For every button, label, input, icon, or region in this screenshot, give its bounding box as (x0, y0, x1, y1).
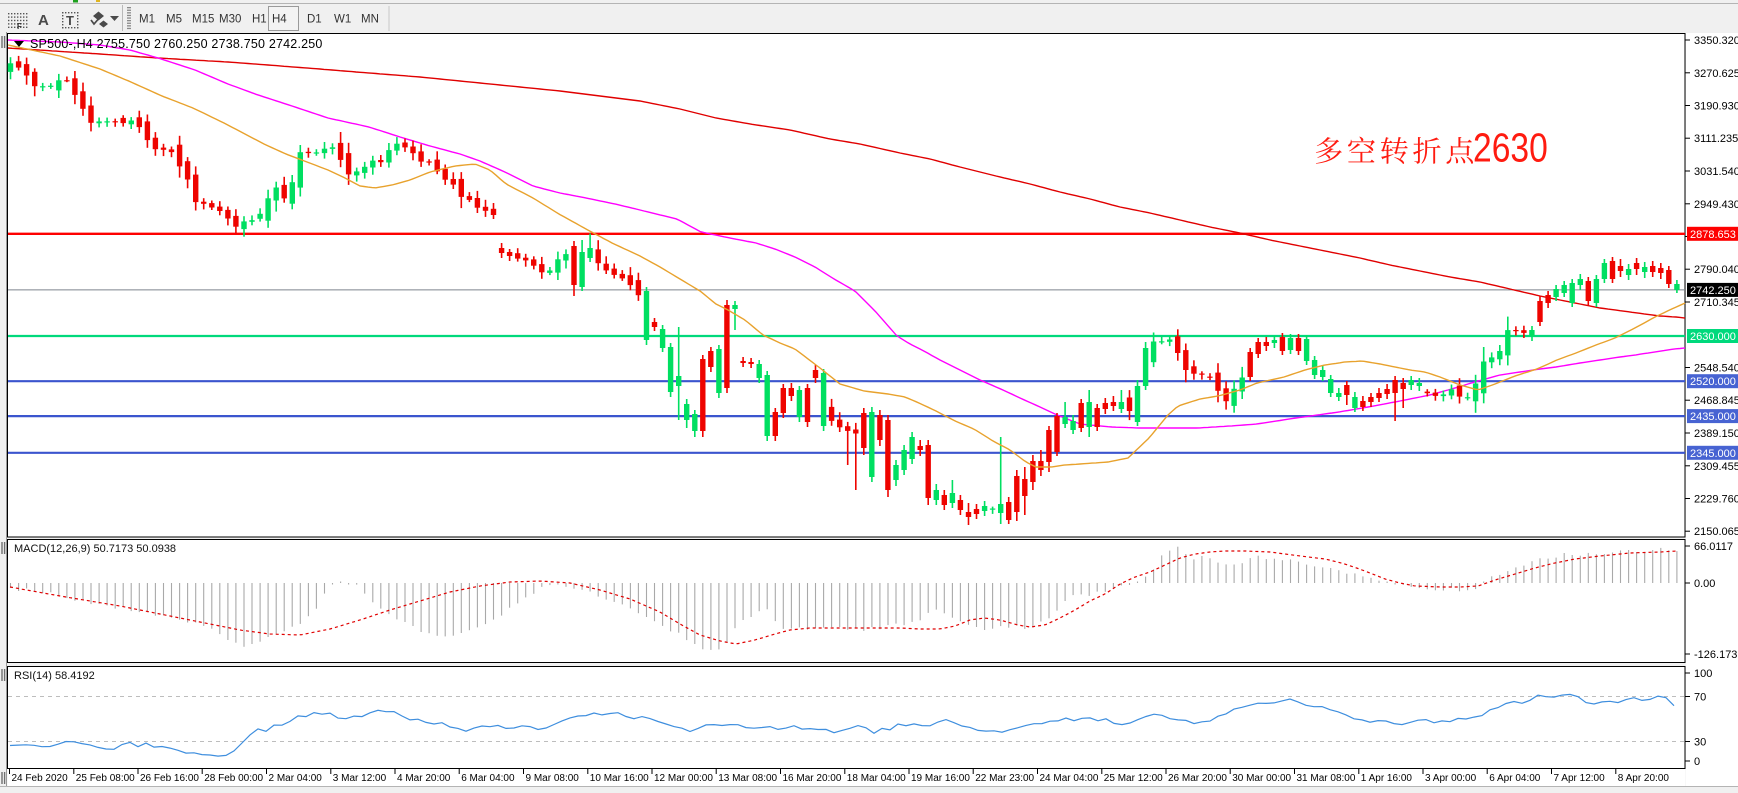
svg-text:2520.000: 2520.000 (1690, 376, 1736, 388)
svg-text:2548.540: 2548.540 (1694, 363, 1738, 375)
svg-text:8 Apr 20:00: 8 Apr 20:00 (1618, 773, 1670, 784)
svg-text:28 Feb 00:00: 28 Feb 00:00 (204, 773, 263, 784)
svg-text:26 Mar 20:00: 26 Mar 20:00 (1168, 773, 1227, 784)
svg-text:M1: M1 (139, 14, 155, 26)
svg-text:12 Mar 00:00: 12 Mar 00:00 (654, 773, 713, 784)
svg-text:H4: H4 (272, 14, 287, 26)
svg-text:6 Apr 04:00: 6 Apr 04:00 (1489, 773, 1541, 784)
svg-text:31 Mar 08:00: 31 Mar 08:00 (1297, 773, 1356, 784)
svg-text:24 Mar 04:00: 24 Mar 04:00 (1040, 773, 1099, 784)
svg-text:3270.625: 3270.625 (1694, 68, 1738, 80)
svg-text:-126.173: -126.173 (1694, 649, 1737, 661)
svg-text:2309.455: 2309.455 (1694, 461, 1738, 473)
svg-text:30: 30 (1694, 737, 1706, 749)
svg-text:2345.000: 2345.000 (1690, 448, 1736, 460)
svg-text:9 Mar 08:00: 9 Mar 08:00 (526, 773, 580, 784)
svg-text:2150.065: 2150.065 (1694, 526, 1738, 538)
svg-text:3111.235: 3111.235 (1694, 133, 1738, 145)
svg-text:D1: D1 (307, 14, 322, 26)
svg-text:25 Feb 08:00: 25 Feb 08:00 (76, 773, 135, 784)
svg-text:22 Mar 23:00: 22 Mar 23:00 (975, 773, 1034, 784)
svg-text:70: 70 (1694, 692, 1706, 704)
svg-text:M5: M5 (166, 14, 182, 26)
svg-text:A: A (38, 12, 49, 29)
svg-text:3031.540: 3031.540 (1694, 166, 1738, 178)
svg-text:F: F (17, 22, 22, 31)
svg-text:SP500-,H4 2755.750 2760.250 2: SP500-,H4 2755.750 2760.250 2738.750 274… (30, 37, 323, 51)
svg-text:2435.000: 2435.000 (1690, 411, 1736, 423)
svg-text:2790.040: 2790.040 (1694, 264, 1738, 276)
svg-text:6 Mar 04:00: 6 Mar 04:00 (461, 773, 515, 784)
svg-text:2630: 2630 (1473, 124, 1548, 170)
svg-text:19 Mar 16:00: 19 Mar 16:00 (911, 773, 970, 784)
svg-text:W1: W1 (334, 14, 351, 26)
svg-text:0.00: 0.00 (1694, 578, 1715, 590)
svg-text:MN: MN (361, 14, 379, 26)
svg-text:2878.653: 2878.653 (1690, 229, 1736, 241)
svg-text:26 Feb 16:00: 26 Feb 16:00 (140, 773, 199, 784)
svg-text:3 Mar 12:00: 3 Mar 12:00 (333, 773, 387, 784)
svg-text:2468.845: 2468.845 (1694, 395, 1738, 407)
svg-text:18 Mar 04:00: 18 Mar 04:00 (847, 773, 906, 784)
svg-text:M30: M30 (219, 14, 241, 26)
svg-text:T: T (66, 13, 74, 28)
svg-text:24 Feb 2020: 24 Feb 2020 (12, 773, 69, 784)
svg-text:13 Mar 08:00: 13 Mar 08:00 (718, 773, 777, 784)
svg-text:7 Apr 12:00: 7 Apr 12:00 (1554, 773, 1606, 784)
svg-text:2630.000: 2630.000 (1690, 331, 1736, 343)
svg-text:10 Mar 16:00: 10 Mar 16:00 (590, 773, 649, 784)
svg-text:3190.930: 3190.930 (1694, 101, 1738, 113)
svg-text:H1: H1 (252, 14, 267, 26)
svg-text:2 Mar 04:00: 2 Mar 04:00 (269, 773, 323, 784)
svg-text:RSI(14) 58.4192: RSI(14) 58.4192 (14, 670, 95, 682)
svg-text:0: 0 (1694, 756, 1700, 768)
svg-text:2710.345: 2710.345 (1694, 297, 1738, 309)
svg-text:2949.430: 2949.430 (1694, 199, 1738, 211)
svg-text:1 Apr 16:00: 1 Apr 16:00 (1361, 773, 1413, 784)
svg-text:M15: M15 (192, 14, 214, 26)
svg-text:3350.320: 3350.320 (1694, 35, 1738, 47)
svg-text:30 Mar 00:00: 30 Mar 00:00 (1232, 773, 1291, 784)
svg-text:4 Mar 20:00: 4 Mar 20:00 (397, 773, 451, 784)
svg-text:66.0117: 66.0117 (1694, 541, 1733, 553)
svg-text:100: 100 (1694, 668, 1712, 680)
svg-text:25 Mar 12:00: 25 Mar 12:00 (1104, 773, 1163, 784)
svg-text:2229.760: 2229.760 (1694, 494, 1738, 506)
svg-text:2389.150: 2389.150 (1694, 428, 1738, 440)
svg-text:16 Mar 20:00: 16 Mar 20:00 (783, 773, 842, 784)
svg-text:2742.250: 2742.250 (1690, 285, 1736, 297)
svg-text:MACD(12,26,9) 50.7173 50.0938: MACD(12,26,9) 50.7173 50.0938 (14, 543, 176, 555)
svg-text:3 Apr 00:00: 3 Apr 00:00 (1425, 773, 1477, 784)
